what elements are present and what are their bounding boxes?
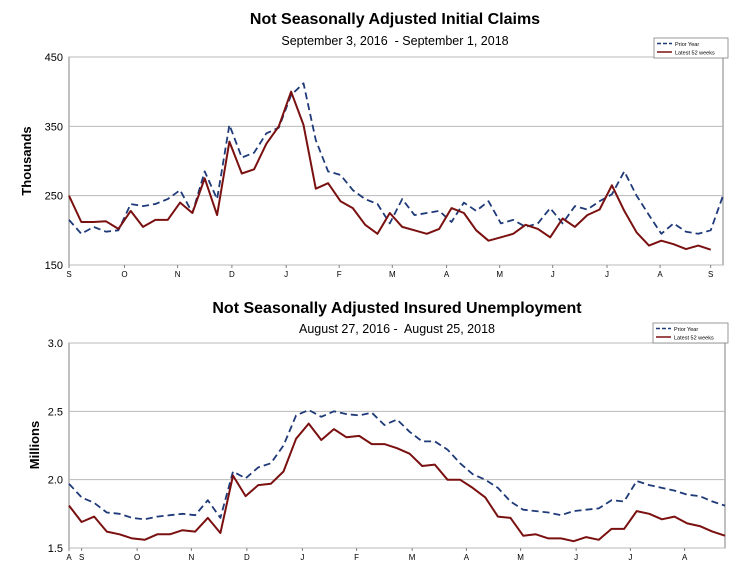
y-tick-label: 250 bbox=[45, 191, 63, 203]
x-tick-label: M bbox=[496, 270, 503, 279]
x-tick-label: S bbox=[66, 270, 71, 279]
x-tick-label: D bbox=[229, 270, 235, 279]
x-tick-label: J bbox=[605, 270, 609, 279]
y-tick-label: 2.0 bbox=[48, 475, 63, 487]
x-tick-label: J bbox=[551, 270, 555, 279]
chart-title: Not Seasonally Adjusted Initial Claims bbox=[250, 11, 540, 28]
x-tick-label: J bbox=[574, 553, 578, 562]
insured-unemployment-chart: Not Seasonally Adjusted Insured Unemploy… bbox=[27, 300, 729, 562]
y-ticks: 150 250 350 450 bbox=[45, 52, 63, 272]
grid-lines bbox=[69, 342, 725, 549]
x-tick-label: F bbox=[337, 270, 342, 279]
y-ticks: 1.5 2.0 2.5 3.0 bbox=[48, 338, 63, 555]
series-line-prior-year bbox=[68, 82, 724, 235]
legend-box bbox=[652, 322, 729, 344]
legend-label-latest: Latest 52 weeks bbox=[675, 51, 715, 57]
x-tick-label: N bbox=[188, 553, 194, 562]
series-line-latest-52-weeks bbox=[68, 90, 712, 251]
x-tick-label: A bbox=[682, 553, 688, 562]
x-tick-label: D bbox=[244, 553, 250, 562]
x-tick-label: J bbox=[284, 270, 288, 279]
legend: Prior Year Latest 52 weeks bbox=[652, 322, 729, 344]
legend-label-latest: Latest 52 weeks bbox=[674, 336, 714, 342]
x-tick-label: O bbox=[134, 553, 140, 562]
plot-area bbox=[68, 342, 726, 549]
y-tick-label: 1.5 bbox=[48, 543, 63, 555]
chart-subtitle: August 27, 2016 - August 25, 2018 bbox=[299, 322, 495, 336]
plot-area bbox=[68, 56, 724, 266]
x-tick-label: M bbox=[517, 553, 524, 562]
y-tick-label: 150 bbox=[45, 260, 63, 272]
x-tick-label: F bbox=[354, 553, 359, 562]
y-tick-label: 450 bbox=[45, 52, 63, 64]
x-tick-label: M bbox=[409, 553, 416, 562]
legend: Prior Year Latest 52 weeks bbox=[653, 37, 729, 59]
y-axis-label: Millions bbox=[27, 421, 42, 469]
chart-title: Not Seasonally Adjusted Insured Unemploy… bbox=[212, 300, 582, 317]
legend-box bbox=[653, 37, 729, 59]
initial-claims-chart: Not Seasonally Adjusted Initial Claims S… bbox=[19, 11, 729, 279]
y-tick-label: 2.5 bbox=[48, 406, 63, 418]
series-line-latest-52-weeks bbox=[68, 422, 726, 543]
y-tick-label: 3.0 bbox=[48, 338, 63, 350]
x-tick-label: N bbox=[175, 270, 181, 279]
chart-subtitle: September 3, 2016 - September 1, 2018 bbox=[281, 34, 508, 48]
grid-lines bbox=[69, 56, 723, 266]
x-tick-label: J bbox=[300, 553, 304, 562]
series-lines bbox=[68, 82, 724, 251]
x-tick-label: M bbox=[389, 270, 396, 279]
legend-label-prior: Prior Year bbox=[675, 42, 699, 48]
x-tick-label: A bbox=[464, 553, 470, 562]
series-lines bbox=[68, 409, 726, 543]
x-tick-label: A bbox=[66, 553, 72, 562]
x-tick-label: O bbox=[121, 270, 127, 279]
legend-label-prior: Prior Year bbox=[674, 327, 698, 333]
x-tick-label: J bbox=[628, 553, 632, 562]
x-tick-label: A bbox=[444, 270, 450, 279]
x-tick-label: A bbox=[657, 270, 663, 279]
x-tick-label: S bbox=[708, 270, 713, 279]
y-axis-label: Thousands bbox=[19, 126, 34, 195]
y-tick-label: 350 bbox=[45, 121, 63, 133]
x-tick-label: S bbox=[79, 553, 84, 562]
